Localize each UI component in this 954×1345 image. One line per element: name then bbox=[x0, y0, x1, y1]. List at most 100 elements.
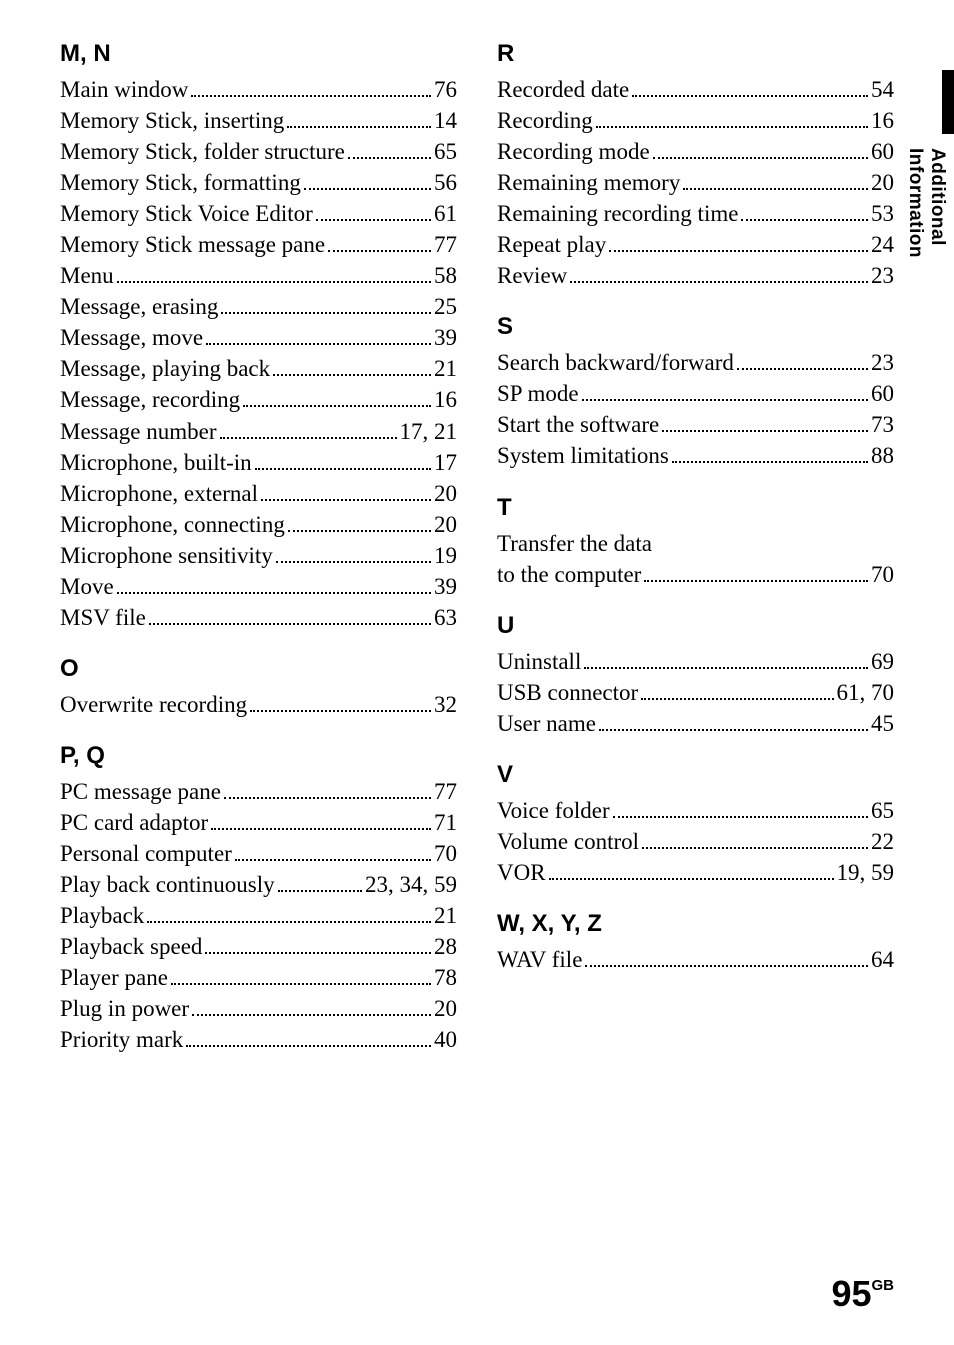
dot-leader bbox=[205, 952, 431, 954]
index-entry-text: Remaining memory bbox=[497, 167, 680, 198]
index-entry: Message, playing back21 bbox=[60, 353, 457, 384]
index-entry-text: Start the software bbox=[497, 409, 659, 440]
index-entry-page: 70 bbox=[434, 838, 457, 869]
index-entry-text: Memory Stick, formatting bbox=[60, 167, 301, 198]
index-entry-page: 21 bbox=[434, 900, 457, 931]
index-entry-page: 65 bbox=[434, 136, 457, 167]
index-section-heading: P, Q bbox=[60, 742, 457, 770]
index-entry-page: 76 bbox=[434, 74, 457, 105]
index-section-heading: M, N bbox=[60, 40, 457, 68]
index-entry: Overwrite recording 32 bbox=[60, 689, 457, 720]
dot-leader bbox=[224, 797, 431, 799]
dot-leader bbox=[348, 157, 431, 159]
index-entry-page: 65 bbox=[871, 795, 894, 826]
index-entry-text: Remaining recording time bbox=[497, 198, 738, 229]
dot-leader bbox=[653, 157, 868, 159]
index-entry-page: 14 bbox=[434, 105, 457, 136]
dot-leader bbox=[662, 430, 868, 432]
dot-leader bbox=[584, 667, 868, 669]
dot-leader bbox=[117, 281, 431, 283]
index-entry: Playback21 bbox=[60, 900, 457, 931]
index-entry: System limitations88 bbox=[497, 440, 894, 471]
index-entry-page: 77 bbox=[434, 229, 457, 260]
index-entry: Microphone, external20 bbox=[60, 478, 457, 509]
dot-leader bbox=[613, 816, 868, 818]
index-section-heading: O bbox=[60, 655, 457, 683]
index-entry-page: 64 bbox=[871, 944, 894, 975]
index-section: W, X, Y, Z WAV file64 bbox=[497, 910, 894, 975]
index-entry-text: Plug in power bbox=[60, 993, 189, 1024]
dot-leader bbox=[273, 374, 431, 376]
index-section-heading: U bbox=[497, 612, 894, 640]
index-entry: Playback speed28 bbox=[60, 931, 457, 962]
index-entry-text: to the computer bbox=[497, 559, 641, 590]
index-entry-page: 24 bbox=[871, 229, 894, 260]
index-entry-page: 16 bbox=[434, 384, 457, 415]
index-entry-text: User name bbox=[497, 708, 596, 739]
index-entry-page: 32 bbox=[434, 689, 457, 720]
dot-leader bbox=[582, 399, 868, 401]
index-entry-page: 58 bbox=[434, 260, 457, 291]
index-entry: to the computer70 bbox=[497, 559, 894, 590]
page-region: GB bbox=[872, 1277, 895, 1294]
index-entry: Memory Stick, folder structure65 bbox=[60, 136, 457, 167]
index-section: P, QPC message pane77PC card adaptor71Pe… bbox=[60, 742, 457, 1055]
index-section: RRecorded date54Recording16Recording mod… bbox=[497, 40, 894, 291]
dot-leader bbox=[737, 368, 868, 370]
dot-leader bbox=[192, 1014, 431, 1016]
index-entry-text: Recording bbox=[497, 105, 593, 136]
dot-leader bbox=[585, 965, 868, 967]
side-tab-label: Additional Information bbox=[904, 148, 948, 258]
index-entry-text: Repeat play bbox=[497, 229, 606, 260]
index-right-column: RRecorded date54Recording16Recording mod… bbox=[497, 40, 894, 1077]
index-entry-page: 23, 34, 59 bbox=[365, 869, 457, 900]
dot-leader bbox=[235, 859, 431, 861]
index-entry-text: Microphone, connecting bbox=[60, 509, 285, 540]
dot-leader bbox=[171, 983, 431, 985]
index-entry: WAV file64 bbox=[497, 944, 894, 975]
index-entry-text: Overwrite recording bbox=[60, 689, 247, 720]
dot-leader bbox=[186, 1045, 431, 1047]
index-entry-text: Message, recording bbox=[60, 384, 240, 415]
index-entry: Search backward/forward23 bbox=[497, 347, 894, 378]
side-tab-bar bbox=[942, 70, 954, 134]
dot-leader bbox=[328, 250, 431, 252]
dot-leader bbox=[211, 828, 431, 830]
index-entry-page: 19 bbox=[434, 540, 457, 571]
index-entry-text: Recorded date bbox=[497, 74, 629, 105]
index-entry: MSV file63 bbox=[60, 602, 457, 633]
dot-leader bbox=[596, 126, 868, 128]
index-entry: USB connector61, 70 bbox=[497, 677, 894, 708]
index-entry-page: 60 bbox=[871, 136, 894, 167]
index-entry-text: Memory Stick Voice Editor bbox=[60, 198, 313, 229]
index-section-heading: T bbox=[497, 494, 894, 522]
dot-leader bbox=[642, 847, 868, 849]
index-entry: Volume control22 bbox=[497, 826, 894, 857]
dot-leader bbox=[549, 878, 834, 880]
index-left-column: M, NMain window76Memory Stick, inserting… bbox=[60, 40, 457, 1077]
index-entry-page: 69 bbox=[871, 646, 894, 677]
index-entry: Start the software73 bbox=[497, 409, 894, 440]
index-entry-page: 61 bbox=[434, 198, 457, 229]
dot-leader bbox=[147, 921, 431, 923]
index-entry: Player pane78 bbox=[60, 962, 457, 993]
dot-leader bbox=[304, 188, 431, 190]
index-entry-page: 39 bbox=[434, 322, 457, 353]
dot-leader bbox=[149, 623, 431, 625]
index-entry-text: Search backward/forward bbox=[497, 347, 734, 378]
index-entry-page: 20 bbox=[434, 993, 457, 1024]
index-entry-page: 28 bbox=[434, 931, 457, 962]
index-entry-page: 21 bbox=[434, 353, 457, 384]
index-entry-text: Menu bbox=[60, 260, 114, 291]
index-entry: Message, move39 bbox=[60, 322, 457, 353]
index-entry: Memory Stick, formatting56 bbox=[60, 167, 457, 198]
index-entry-text: Main window bbox=[60, 74, 188, 105]
dot-leader bbox=[741, 219, 868, 221]
dot-leader bbox=[278, 890, 362, 892]
index-entry-text: SP mode bbox=[497, 378, 579, 409]
index-entry-text: Personal computer bbox=[60, 838, 232, 869]
index-entry-text: Microphone, built-in bbox=[60, 447, 252, 478]
index-section-heading: R bbox=[497, 40, 894, 68]
index-section-heading: W, X, Y, Z bbox=[497, 910, 894, 938]
dot-leader bbox=[221, 312, 431, 314]
